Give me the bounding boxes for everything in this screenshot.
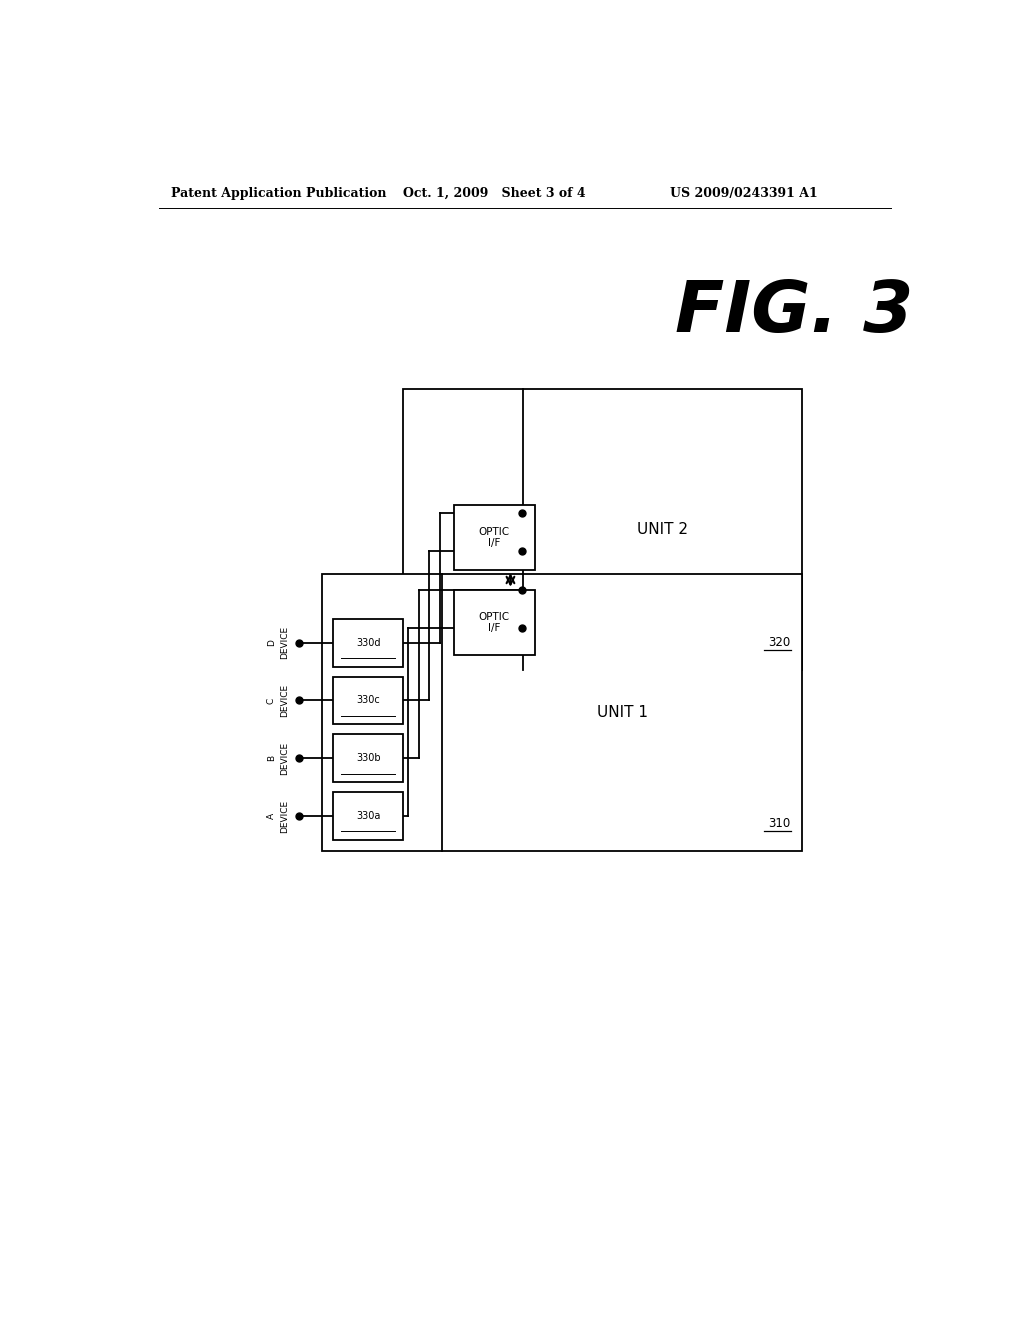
Text: DEVICE: DEVICE <box>280 800 289 833</box>
Text: C: C <box>267 697 275 704</box>
FancyBboxPatch shape <box>454 590 535 655</box>
Text: DEVICE: DEVICE <box>280 626 289 659</box>
Text: 320: 320 <box>768 636 791 649</box>
Text: 310: 310 <box>768 817 791 830</box>
Text: 330a: 330a <box>356 810 381 821</box>
Text: D: D <box>267 639 275 647</box>
FancyBboxPatch shape <box>454 506 535 570</box>
Text: US 2009/0243391 A1: US 2009/0243391 A1 <box>671 186 818 199</box>
Text: UNIT 1: UNIT 1 <box>597 705 647 721</box>
Text: Patent Application Publication: Patent Application Publication <box>171 186 386 199</box>
Text: Oct. 1, 2009   Sheet 3 of 4: Oct. 1, 2009 Sheet 3 of 4 <box>403 186 586 199</box>
Text: OPTIC
I/F: OPTIC I/F <box>478 527 510 548</box>
FancyBboxPatch shape <box>403 389 802 671</box>
FancyBboxPatch shape <box>334 619 403 667</box>
Text: OPTIC
I/F: OPTIC I/F <box>478 611 510 634</box>
Text: 330d: 330d <box>356 638 381 648</box>
FancyBboxPatch shape <box>334 792 403 840</box>
FancyBboxPatch shape <box>334 734 403 781</box>
FancyBboxPatch shape <box>322 574 802 851</box>
Text: 330b: 330b <box>356 754 381 763</box>
Text: A: A <box>267 813 275 818</box>
Text: FIG. 3: FIG. 3 <box>675 279 913 347</box>
FancyBboxPatch shape <box>334 677 403 725</box>
Text: DEVICE: DEVICE <box>280 742 289 775</box>
Text: DEVICE: DEVICE <box>280 684 289 717</box>
Text: UNIT 2: UNIT 2 <box>637 523 688 537</box>
Text: 330c: 330c <box>356 696 380 705</box>
Text: B: B <box>267 755 275 762</box>
